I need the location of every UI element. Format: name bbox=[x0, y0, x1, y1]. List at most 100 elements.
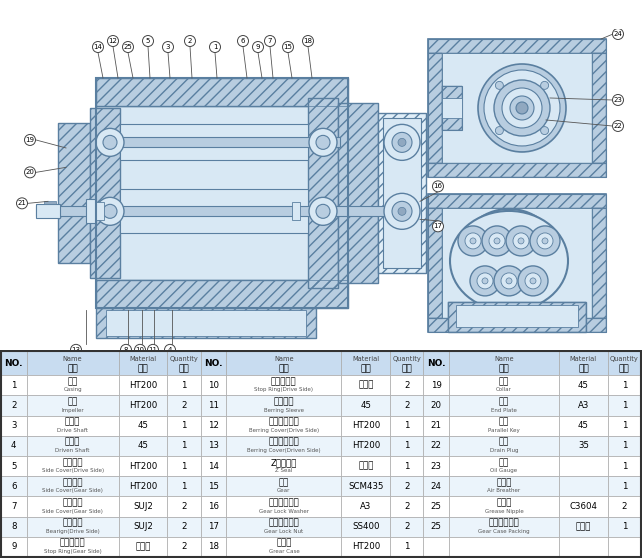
Circle shape bbox=[516, 102, 528, 114]
Text: Gear Lock Washer: Gear Lock Washer bbox=[259, 509, 309, 514]
Bar bbox=[449, 476, 559, 497]
Text: 2: 2 bbox=[188, 38, 192, 44]
Bar bbox=[342, 517, 390, 537]
Text: HT200: HT200 bbox=[352, 441, 380, 450]
Text: 14: 14 bbox=[208, 461, 219, 470]
Text: 2: 2 bbox=[404, 482, 410, 491]
Bar bbox=[119, 537, 168, 557]
Text: HT200: HT200 bbox=[129, 482, 157, 491]
Text: 数量: 数量 bbox=[178, 364, 189, 373]
Text: 丁晴胶: 丁晴胶 bbox=[358, 381, 374, 390]
Bar bbox=[428, 194, 606, 208]
Text: 驱端侧板: 驱端侧板 bbox=[62, 458, 83, 467]
Text: Name: Name bbox=[63, 357, 82, 362]
Text: 17: 17 bbox=[208, 522, 219, 531]
Bar bbox=[96, 308, 316, 338]
Circle shape bbox=[265, 36, 275, 46]
Text: 25: 25 bbox=[431, 502, 442, 511]
Bar bbox=[449, 537, 559, 557]
Bar bbox=[44, 201, 56, 204]
Bar bbox=[26, 476, 119, 497]
Text: 23: 23 bbox=[614, 97, 623, 103]
Bar bbox=[442, 53, 592, 163]
Text: 齿端密封圈: 齿端密封圈 bbox=[60, 539, 85, 548]
Text: 1: 1 bbox=[213, 44, 217, 50]
Circle shape bbox=[398, 138, 406, 146]
Circle shape bbox=[316, 136, 330, 150]
Text: 1: 1 bbox=[621, 461, 627, 470]
Bar bbox=[119, 351, 168, 375]
Text: 轴套: 轴套 bbox=[499, 377, 509, 386]
Text: 13: 13 bbox=[208, 441, 219, 450]
Bar bbox=[119, 497, 168, 517]
Circle shape bbox=[537, 233, 553, 249]
Bar bbox=[96, 78, 348, 106]
Bar bbox=[390, 396, 424, 416]
Bar bbox=[26, 416, 119, 436]
Bar bbox=[342, 537, 390, 557]
Bar bbox=[342, 375, 390, 396]
Bar bbox=[201, 416, 226, 436]
Bar bbox=[119, 375, 168, 396]
Text: 1: 1 bbox=[11, 381, 17, 390]
Circle shape bbox=[612, 94, 623, 105]
Bar bbox=[424, 517, 449, 537]
Text: Driven Shaft: Driven Shaft bbox=[55, 448, 90, 453]
Bar bbox=[378, 113, 426, 273]
Text: 平键: 平键 bbox=[499, 417, 509, 426]
Circle shape bbox=[162, 41, 173, 52]
Circle shape bbox=[510, 96, 534, 120]
Bar bbox=[428, 39, 606, 53]
Text: Grease Nipple: Grease Nipple bbox=[485, 509, 523, 514]
Text: HT200: HT200 bbox=[352, 421, 380, 430]
Bar bbox=[449, 436, 559, 456]
Circle shape bbox=[252, 41, 263, 52]
Bar bbox=[608, 537, 641, 557]
Text: Z Seal: Z Seal bbox=[275, 468, 293, 473]
Bar bbox=[1, 351, 26, 375]
Bar bbox=[608, 396, 641, 416]
Bar bbox=[26, 537, 119, 557]
Text: 45: 45 bbox=[137, 441, 148, 450]
Bar bbox=[86, 199, 96, 223]
Text: 8: 8 bbox=[124, 347, 128, 353]
Circle shape bbox=[123, 41, 134, 52]
Circle shape bbox=[470, 238, 476, 244]
Text: 齿轮止动螺母: 齿轮止动螺母 bbox=[268, 518, 299, 527]
Circle shape bbox=[525, 273, 541, 289]
Bar bbox=[428, 208, 442, 318]
Text: Quantity: Quantity bbox=[610, 357, 639, 362]
Text: 名称: 名称 bbox=[67, 364, 78, 373]
Text: 1: 1 bbox=[181, 441, 187, 450]
Circle shape bbox=[482, 226, 512, 256]
Bar bbox=[119, 396, 168, 416]
Text: 18: 18 bbox=[304, 38, 313, 44]
Text: Name: Name bbox=[494, 357, 514, 362]
Circle shape bbox=[484, 70, 560, 146]
Text: 青稞纸: 青稞纸 bbox=[576, 522, 591, 531]
Bar bbox=[449, 375, 559, 396]
Circle shape bbox=[612, 121, 623, 132]
Bar bbox=[201, 436, 226, 456]
Text: 19: 19 bbox=[431, 381, 442, 390]
Bar bbox=[26, 436, 119, 456]
Bar bbox=[96, 203, 104, 220]
Bar bbox=[1, 517, 26, 537]
Circle shape bbox=[24, 134, 35, 146]
Text: 齿轮箱密封垫: 齿轮箱密封垫 bbox=[489, 518, 519, 527]
Text: 丁晴胶: 丁晴胶 bbox=[135, 542, 151, 551]
Text: 1: 1 bbox=[181, 482, 187, 491]
Circle shape bbox=[506, 226, 536, 256]
Bar bbox=[308, 98, 338, 288]
Text: 16: 16 bbox=[208, 502, 219, 511]
Bar bbox=[424, 396, 449, 416]
Text: 22: 22 bbox=[614, 123, 622, 129]
Text: 1: 1 bbox=[621, 522, 627, 531]
Text: 1: 1 bbox=[404, 421, 410, 430]
Text: 24: 24 bbox=[614, 31, 622, 37]
Bar bbox=[26, 396, 119, 416]
Bar bbox=[608, 436, 641, 456]
Bar bbox=[26, 375, 119, 396]
Bar bbox=[449, 456, 559, 476]
Bar bbox=[428, 318, 606, 332]
